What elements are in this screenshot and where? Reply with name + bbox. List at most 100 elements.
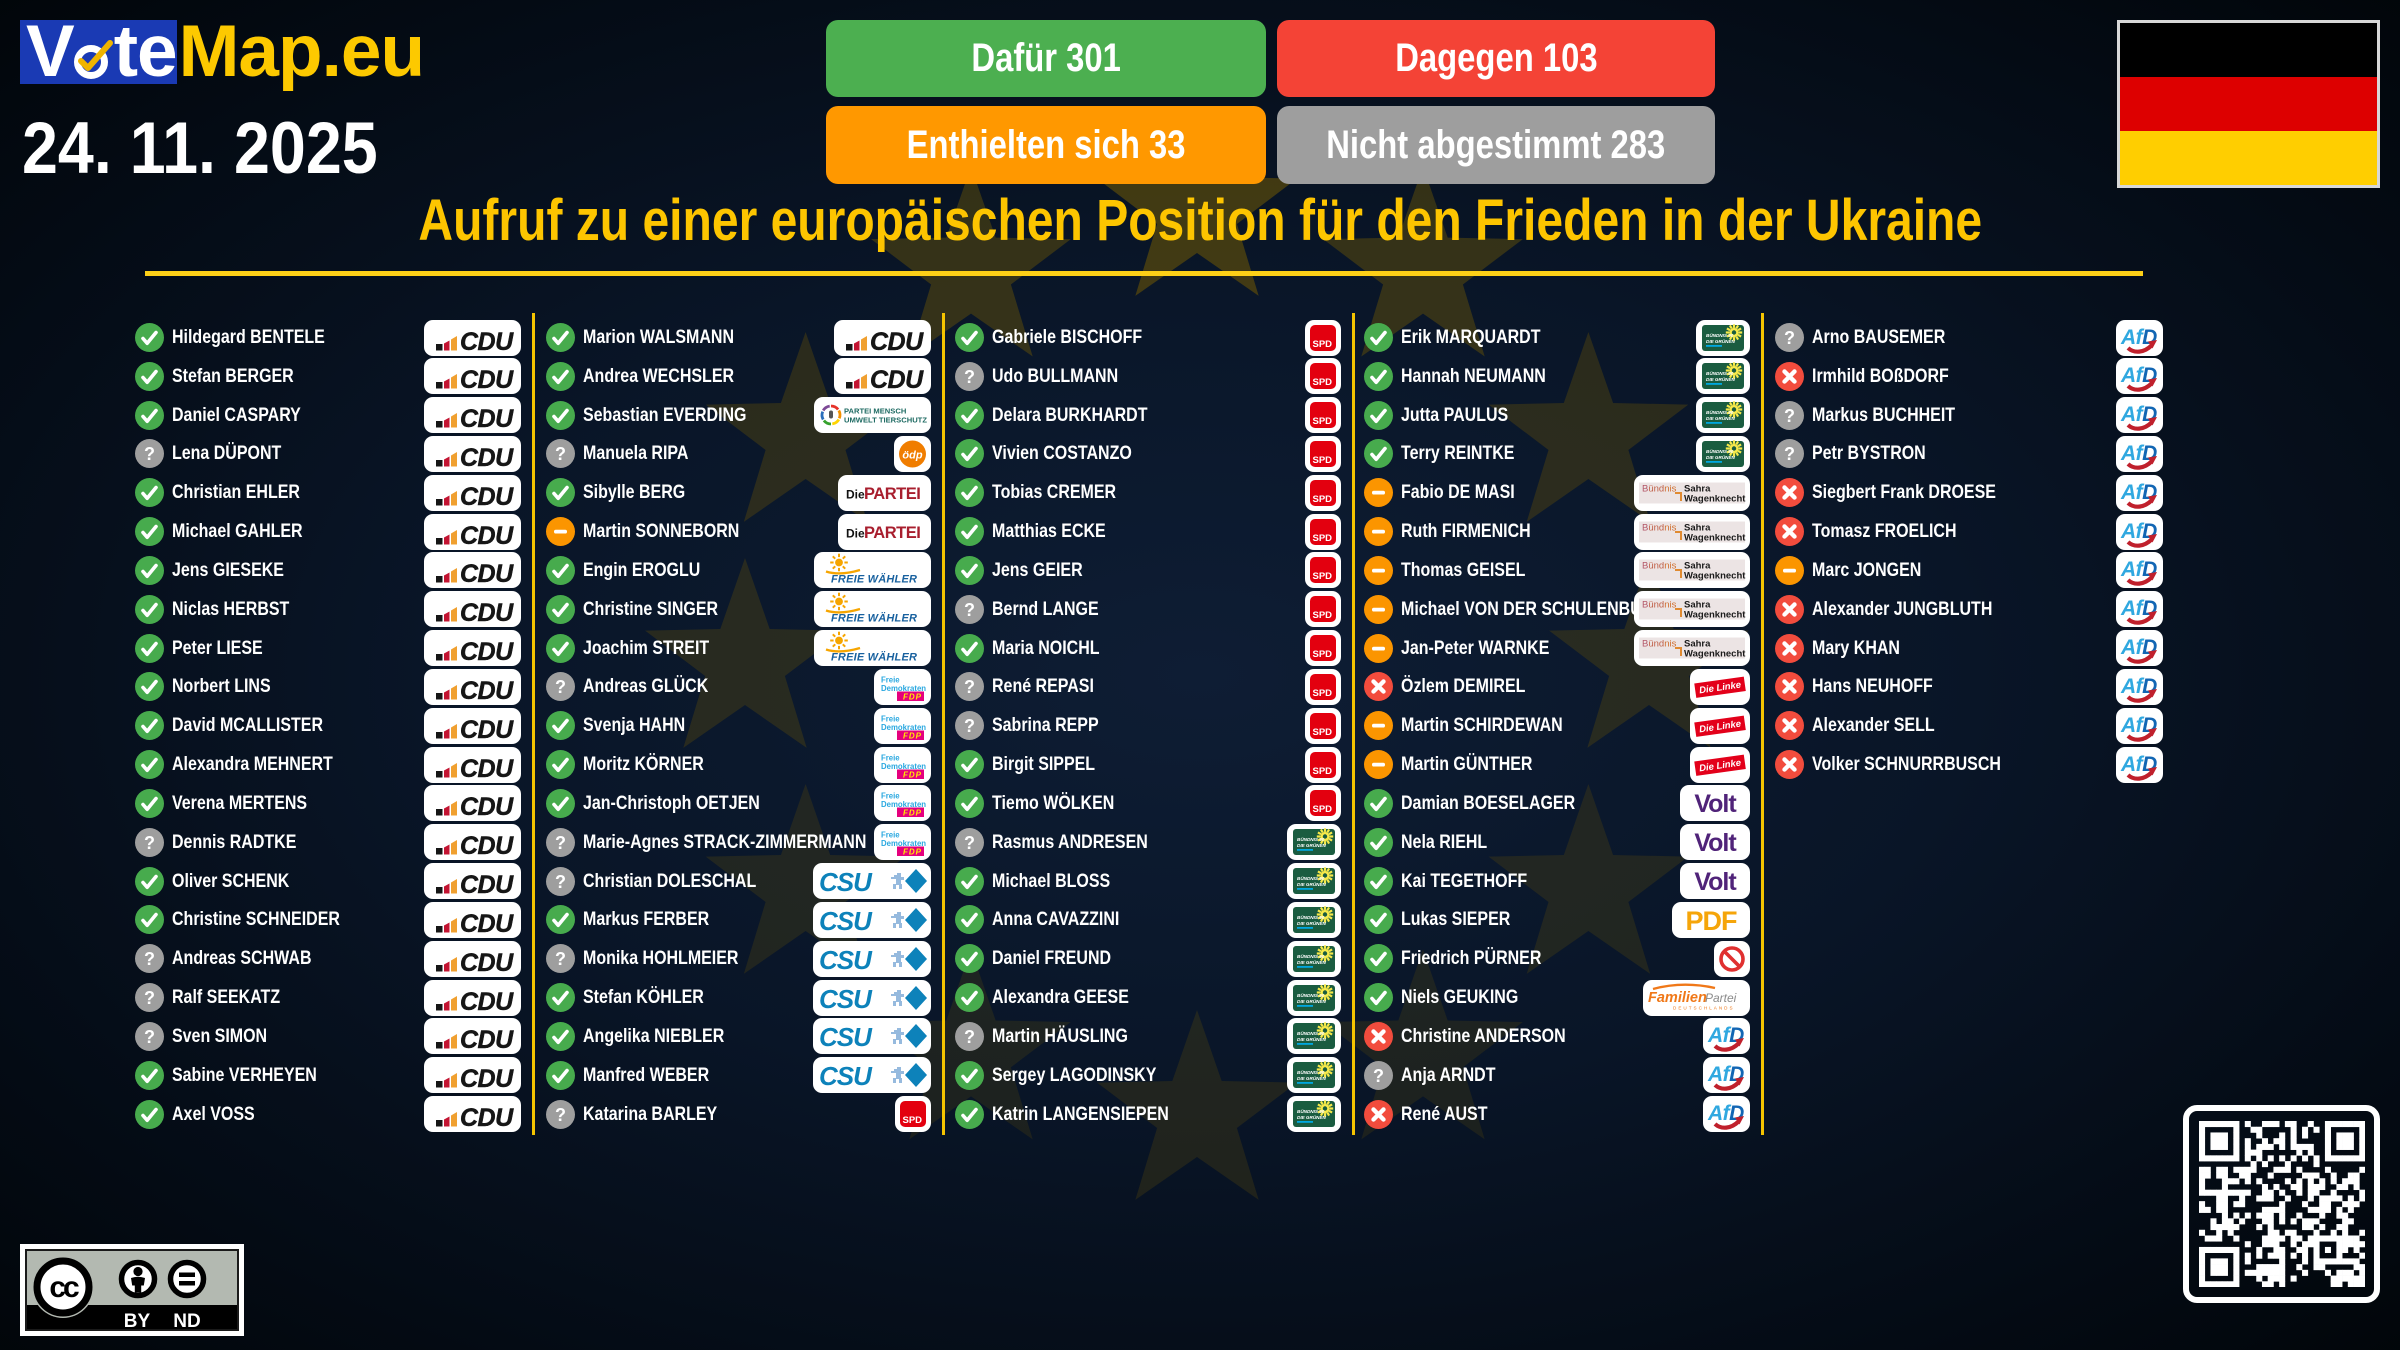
svg-text:Freie: Freie xyxy=(881,714,900,723)
svg-text:Volt: Volt xyxy=(1694,829,1737,857)
svg-text:BÜNDNIS 90: BÜNDNIS 90 xyxy=(1706,409,1734,415)
svg-text:?: ? xyxy=(1784,444,1795,464)
svg-text:CDU: CDU xyxy=(460,1104,514,1132)
svg-text:Demokraten: Demokraten xyxy=(881,839,926,848)
svg-text:?: ? xyxy=(555,872,566,892)
svg-text:Die: Die xyxy=(846,526,865,540)
svg-text:CSU: CSU xyxy=(819,1022,873,1052)
svg-text:FDP: FDP xyxy=(903,848,922,857)
svg-text:BÜNDNIS 90: BÜNDNIS 90 xyxy=(1297,875,1325,881)
svg-text:CDU: CDU xyxy=(460,405,514,433)
svg-text:BÜNDNIS 90: BÜNDNIS 90 xyxy=(1297,992,1325,998)
svg-text:SPD: SPD xyxy=(1313,610,1333,621)
svg-text:Wagenknecht: Wagenknecht xyxy=(1684,649,1746,660)
svg-text:BÜNDNIS 90: BÜNDNIS 90 xyxy=(1297,836,1325,842)
svg-text:?: ? xyxy=(555,444,566,464)
svg-text:Familien: Familien xyxy=(1648,990,1707,1006)
svg-text:Volt: Volt xyxy=(1694,868,1737,896)
svg-text:SPD: SPD xyxy=(1313,533,1333,544)
svg-text:Wagenknecht: Wagenknecht xyxy=(1684,571,1746,582)
svg-text:Demokraten: Demokraten xyxy=(881,723,926,732)
svg-text:?: ? xyxy=(144,949,155,969)
svg-text:?: ? xyxy=(964,677,975,697)
svg-text:BÜNDNIS 90: BÜNDNIS 90 xyxy=(1706,332,1734,338)
svg-text:?: ? xyxy=(964,833,975,853)
svg-text:DIE GRÜNEN: DIE GRÜNEN xyxy=(1706,376,1736,382)
svg-text:FDP: FDP xyxy=(903,692,922,701)
svg-text:CDU: CDU xyxy=(460,366,514,394)
svg-text:Sahra: Sahra xyxy=(1684,639,1711,650)
svg-text:CDU: CDU xyxy=(460,832,514,860)
svg-text:DIE GRÜNEN: DIE GRÜNEN xyxy=(1297,998,1327,1004)
svg-text:DIE GRÜNEN: DIE GRÜNEN xyxy=(1297,920,1327,926)
svg-text:CSU: CSU xyxy=(819,1061,873,1091)
svg-text:?: ? xyxy=(555,833,566,853)
svg-text:SPD: SPD xyxy=(1313,339,1333,350)
svg-text:SPD: SPD xyxy=(1313,494,1333,505)
svg-text:DIE GRÜNEN: DIE GRÜNEN xyxy=(1297,842,1327,848)
svg-text:FREIE WÄHLER: FREIE WÄHLER xyxy=(831,573,917,586)
svg-text:Bündnis: Bündnis xyxy=(1642,600,1677,611)
svg-text:Bündnis: Bündnis xyxy=(1642,561,1677,572)
svg-text:DIE GRÜNEN: DIE GRÜNEN xyxy=(1297,1114,1327,1120)
svg-text:Sahra: Sahra xyxy=(1684,483,1711,494)
svg-text:SPD: SPD xyxy=(1313,649,1333,660)
svg-text:CSU: CSU xyxy=(819,984,873,1014)
svg-text:CDU: CDU xyxy=(870,366,924,394)
svg-text:SPD: SPD xyxy=(1313,804,1333,815)
svg-text:Demokraten: Demokraten xyxy=(881,800,926,809)
svg-text:CDU: CDU xyxy=(460,988,514,1016)
svg-text:CDU: CDU xyxy=(460,522,514,550)
svg-text:?: ? xyxy=(1784,406,1795,426)
svg-text:SPD: SPD xyxy=(1313,571,1333,582)
svg-text:FDP: FDP xyxy=(903,770,922,779)
svg-text:?: ? xyxy=(964,716,975,736)
svg-text:BÜNDNIS 90: BÜNDNIS 90 xyxy=(1706,448,1734,454)
svg-text:BÜNDNIS 90: BÜNDNIS 90 xyxy=(1297,914,1325,920)
svg-text:?: ? xyxy=(144,1027,155,1047)
svg-text:cc: cc xyxy=(49,1271,79,1304)
svg-text:CDU: CDU xyxy=(460,444,514,472)
svg-text:PARTEI: PARTEI xyxy=(864,524,920,542)
svg-text:?: ? xyxy=(144,833,155,853)
svg-text:BÜNDNIS 90: BÜNDNIS 90 xyxy=(1706,370,1734,376)
svg-text:Bündnis: Bündnis xyxy=(1642,522,1677,533)
svg-text:Die: Die xyxy=(846,487,865,501)
svg-text:?: ? xyxy=(555,949,566,969)
svg-text:Wagenknecht: Wagenknecht xyxy=(1684,610,1746,621)
svg-text:CDU: CDU xyxy=(460,483,514,511)
svg-text:CDU: CDU xyxy=(460,910,514,938)
svg-text:Wagenknecht: Wagenknecht xyxy=(1684,532,1746,543)
svg-text:?: ? xyxy=(144,988,155,1008)
svg-text:?: ? xyxy=(555,1105,566,1125)
svg-text:CDU: CDU xyxy=(460,871,514,899)
svg-text:FDP: FDP xyxy=(903,809,922,818)
svg-text:Sahra: Sahra xyxy=(1684,522,1711,533)
svg-text:?: ? xyxy=(964,367,975,387)
svg-text:DIE GRÜNEN: DIE GRÜNEN xyxy=(1297,959,1327,965)
svg-text:PARTEI: PARTEI xyxy=(864,485,920,503)
svg-text:Sahra: Sahra xyxy=(1684,600,1711,611)
svg-text:Freie: Freie xyxy=(881,753,900,762)
svg-text:SPD: SPD xyxy=(1313,727,1333,738)
svg-text:FREIE WÄHLER: FREIE WÄHLER xyxy=(831,651,917,664)
svg-text:CSU: CSU xyxy=(819,906,873,936)
svg-text:SPD: SPD xyxy=(1313,455,1333,466)
svg-text:PDF: PDF xyxy=(1686,906,1738,936)
svg-text:CDU: CDU xyxy=(460,1026,514,1054)
svg-text:?: ? xyxy=(964,1027,975,1047)
svg-text:DIE GRÜNEN: DIE GRÜNEN xyxy=(1706,338,1736,344)
svg-text:DIE GRÜNEN: DIE GRÜNEN xyxy=(1706,415,1736,421)
svg-text:CDU: CDU xyxy=(460,1065,514,1093)
svg-text:Bündnis: Bündnis xyxy=(1642,483,1677,494)
svg-text:Freie: Freie xyxy=(881,831,900,840)
svg-text:SPD: SPD xyxy=(1313,416,1333,427)
svg-text:DIE GRÜNEN: DIE GRÜNEN xyxy=(1706,454,1736,460)
svg-text:DIE GRÜNEN: DIE GRÜNEN xyxy=(1297,1075,1327,1081)
svg-text:BÜNDNIS 90: BÜNDNIS 90 xyxy=(1297,1108,1325,1114)
svg-text:PARTEI MENSCH: PARTEI MENSCH xyxy=(844,407,906,416)
svg-text:Freie: Freie xyxy=(881,675,900,684)
svg-text:CDU: CDU xyxy=(870,328,924,356)
svg-text:?: ? xyxy=(1784,328,1795,348)
svg-text:CDU: CDU xyxy=(460,793,514,821)
